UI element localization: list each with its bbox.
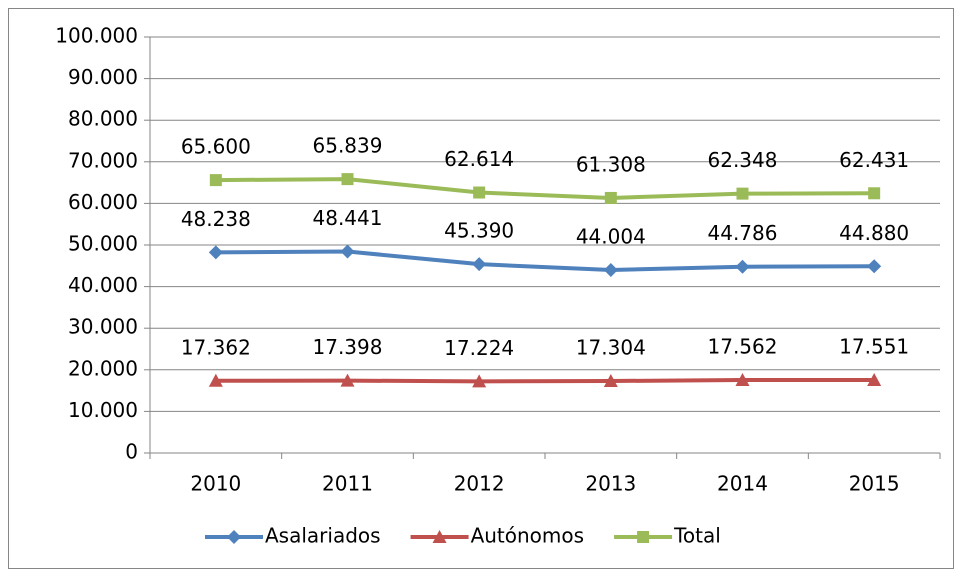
data-point [208,373,223,387]
y-tick-label: 0 [125,440,138,464]
data-point [735,259,750,274]
data-point [340,373,355,387]
y-tick-label: 70.000 [68,148,138,172]
x-tick-label: 2012 [454,472,505,496]
data-label: 44.880 [839,221,909,245]
data-point [208,245,223,260]
data-label: 17.224 [444,336,514,360]
y-tick-label: 80.000 [68,107,138,131]
series-line [215,249,875,272]
data-point [603,262,618,277]
data-label: 45.390 [444,219,514,243]
x-tick-label: 2010 [190,472,241,496]
legend-label: Asalariados [265,524,381,548]
data-label: 44.004 [576,224,646,248]
data-point [603,374,618,388]
x-tick-label: 2011 [322,472,373,496]
y-tick-label: 90.000 [68,65,138,89]
chart-border [8,8,954,569]
data-label: 62.348 [708,148,778,172]
legend-marker [227,530,241,544]
data-label: 17.562 [708,334,778,358]
data-point [868,187,881,200]
y-tick-label: 30.000 [68,315,138,339]
series-line [215,377,875,384]
data-label: 65.600 [181,135,251,159]
data-point [736,187,749,200]
data-point [341,173,354,186]
x-tick-label: 2015 [849,472,900,496]
data-label: 48.238 [181,207,251,231]
y-tick-label: 10.000 [68,398,138,422]
legend-label: Autónomos [471,524,585,548]
y-tick-label: 50.000 [68,232,138,256]
x-tick-label: 2014 [717,472,768,496]
data-point [867,372,882,386]
legend-marker [637,531,650,543]
data-point [472,257,487,272]
data-point [473,186,486,199]
data-label: 62.431 [839,148,909,172]
x-tick-label: 2013 [585,472,636,496]
data-label: 61.308 [576,152,646,176]
data-label: 48.441 [313,206,383,230]
data-point [867,259,882,274]
data-point [340,244,355,259]
series-line [215,177,875,200]
legend-marker [432,530,447,543]
y-tick-label: 100.000 [55,24,138,48]
data-label: 17.304 [576,336,646,360]
data-label: 17.362 [181,335,251,359]
data-point [209,174,222,187]
y-tick-label: 40.000 [68,273,138,297]
data-label: 62.614 [444,147,514,171]
y-tick-label: 20.000 [68,356,138,380]
data-point [604,191,617,204]
data-point [472,374,487,388]
data-label: 65.839 [313,134,383,158]
data-label: 17.551 [839,334,909,358]
data-label: 44.786 [708,221,778,245]
data-label: 17.398 [313,335,383,359]
legend-label: Total [673,524,721,548]
data-point [735,372,750,386]
y-tick-label: 60.000 [68,190,138,214]
